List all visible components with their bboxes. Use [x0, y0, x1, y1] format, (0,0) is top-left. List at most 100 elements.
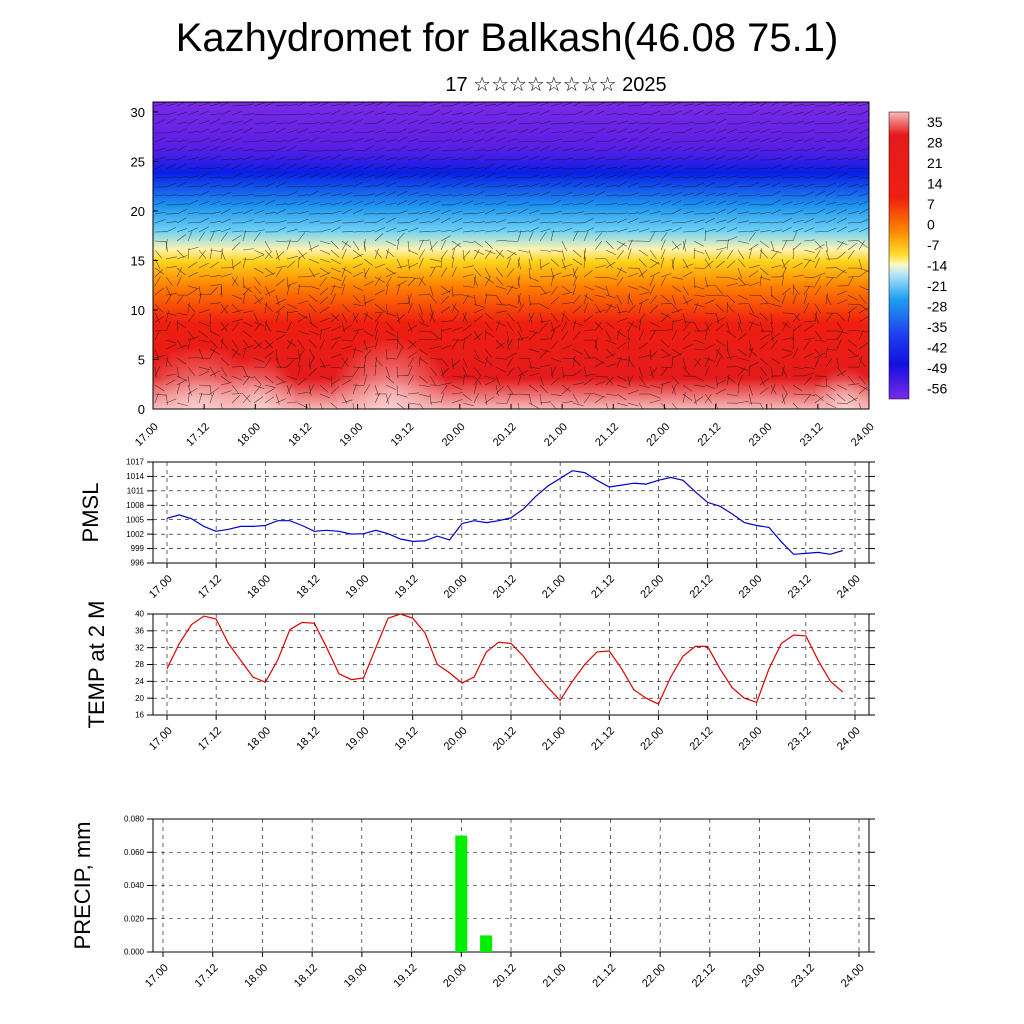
wind-vector	[638, 136, 649, 143]
wind-vector	[825, 240, 829, 252]
warm-surface-blobs	[153, 325, 869, 409]
wind-vector	[803, 191, 815, 197]
wind-vector	[495, 386, 504, 395]
wind-vector	[220, 208, 231, 215]
wind-vector	[462, 194, 474, 197]
wind-vector	[836, 370, 847, 377]
wind-vector	[429, 230, 441, 233]
wind-vector	[682, 103, 694, 107]
wind-vector	[594, 190, 606, 197]
wind-vector	[682, 121, 694, 125]
wind-vector	[671, 383, 677, 395]
wind-vector	[209, 275, 221, 278]
x-tick-label: 17.12	[196, 573, 224, 601]
wind-vector	[814, 276, 821, 287]
wind-vector	[429, 375, 437, 386]
wind-vector	[264, 285, 271, 297]
wind-vector	[561, 384, 571, 392]
wind-vector	[660, 231, 668, 242]
wind-vector	[528, 312, 533, 324]
wind-vector	[451, 303, 460, 313]
wind-vector	[770, 330, 774, 342]
wind-vector	[253, 375, 262, 385]
wind-vector	[781, 177, 794, 179]
wind-vector	[836, 312, 845, 321]
wind-vector	[770, 182, 782, 188]
wind-vector	[737, 176, 749, 179]
wind-vector	[803, 176, 815, 179]
wind-vector	[429, 121, 441, 125]
wind-vector	[693, 156, 705, 161]
wind-vector	[847, 397, 858, 404]
wind-vector	[792, 155, 804, 161]
wind-vector	[572, 275, 578, 287]
wind-vector	[462, 294, 469, 305]
wind-vector	[506, 285, 518, 290]
wind-vector	[407, 184, 419, 188]
wind-vector	[330, 314, 340, 323]
wind-vector	[495, 321, 507, 327]
wind-vector	[242, 293, 246, 305]
wind-vector	[451, 120, 463, 125]
wind-vector	[682, 240, 687, 252]
x-tick-label: 17.00	[147, 725, 175, 753]
wind-vector	[462, 121, 474, 125]
wind-vector	[792, 324, 803, 332]
wind-vector	[737, 366, 749, 372]
wind-vector	[308, 220, 320, 224]
wind-vector	[858, 240, 868, 248]
wind-vector	[726, 175, 738, 179]
wind-vector	[231, 147, 243, 152]
wind-vector	[825, 122, 837, 125]
wind-vector	[473, 123, 486, 125]
y-tick-label: 24	[135, 677, 144, 686]
wind-vector	[737, 258, 746, 268]
wind-vector	[286, 120, 298, 125]
wind-vector	[572, 331, 581, 341]
wind-vector	[539, 182, 551, 188]
wind-vector	[352, 111, 364, 116]
wind-vector	[671, 227, 683, 233]
wind-vector	[264, 154, 276, 161]
wind-vector	[627, 293, 630, 305]
wind-vector	[209, 128, 221, 134]
wind-vector	[363, 110, 375, 116]
wind-vector	[781, 102, 793, 107]
wind-vector	[825, 277, 834, 287]
wind-vector	[231, 339, 239, 350]
wind-vector	[528, 312, 535, 323]
wind-vector	[286, 276, 289, 288]
wind-vector	[506, 321, 514, 332]
wind-vector	[165, 147, 177, 152]
wind-vector	[539, 204, 552, 206]
wind-vector	[572, 230, 579, 242]
wind-vector	[242, 148, 254, 152]
wind-vector	[649, 231, 656, 242]
wind-vector	[154, 219, 166, 224]
wind-vector	[693, 145, 705, 152]
x-tick-label: 22.00	[638, 573, 666, 601]
wind-vector	[649, 384, 661, 389]
wind-vector	[506, 339, 513, 350]
wind-vector	[660, 276, 667, 287]
wind-vector	[165, 176, 177, 179]
wind-vector	[616, 121, 628, 125]
wind-vector	[308, 273, 320, 278]
wind-vector	[803, 239, 815, 242]
wind-vector	[198, 330, 209, 338]
wind-vector	[649, 350, 659, 359]
wind-vector	[550, 402, 557, 409]
wind-vector	[220, 163, 231, 170]
wind-vector	[341, 240, 349, 251]
wind-vector	[781, 226, 792, 233]
wind-vector	[275, 330, 287, 334]
wind-vector	[836, 194, 848, 197]
wind-vector	[770, 130, 782, 134]
wind-vector	[814, 167, 827, 170]
wind-vector	[770, 402, 773, 409]
wind-vector	[341, 339, 353, 342]
wind-vector	[605, 120, 617, 125]
wind-vector	[847, 240, 860, 242]
wind-vector	[495, 339, 505, 348]
wind-vector	[385, 267, 396, 275]
